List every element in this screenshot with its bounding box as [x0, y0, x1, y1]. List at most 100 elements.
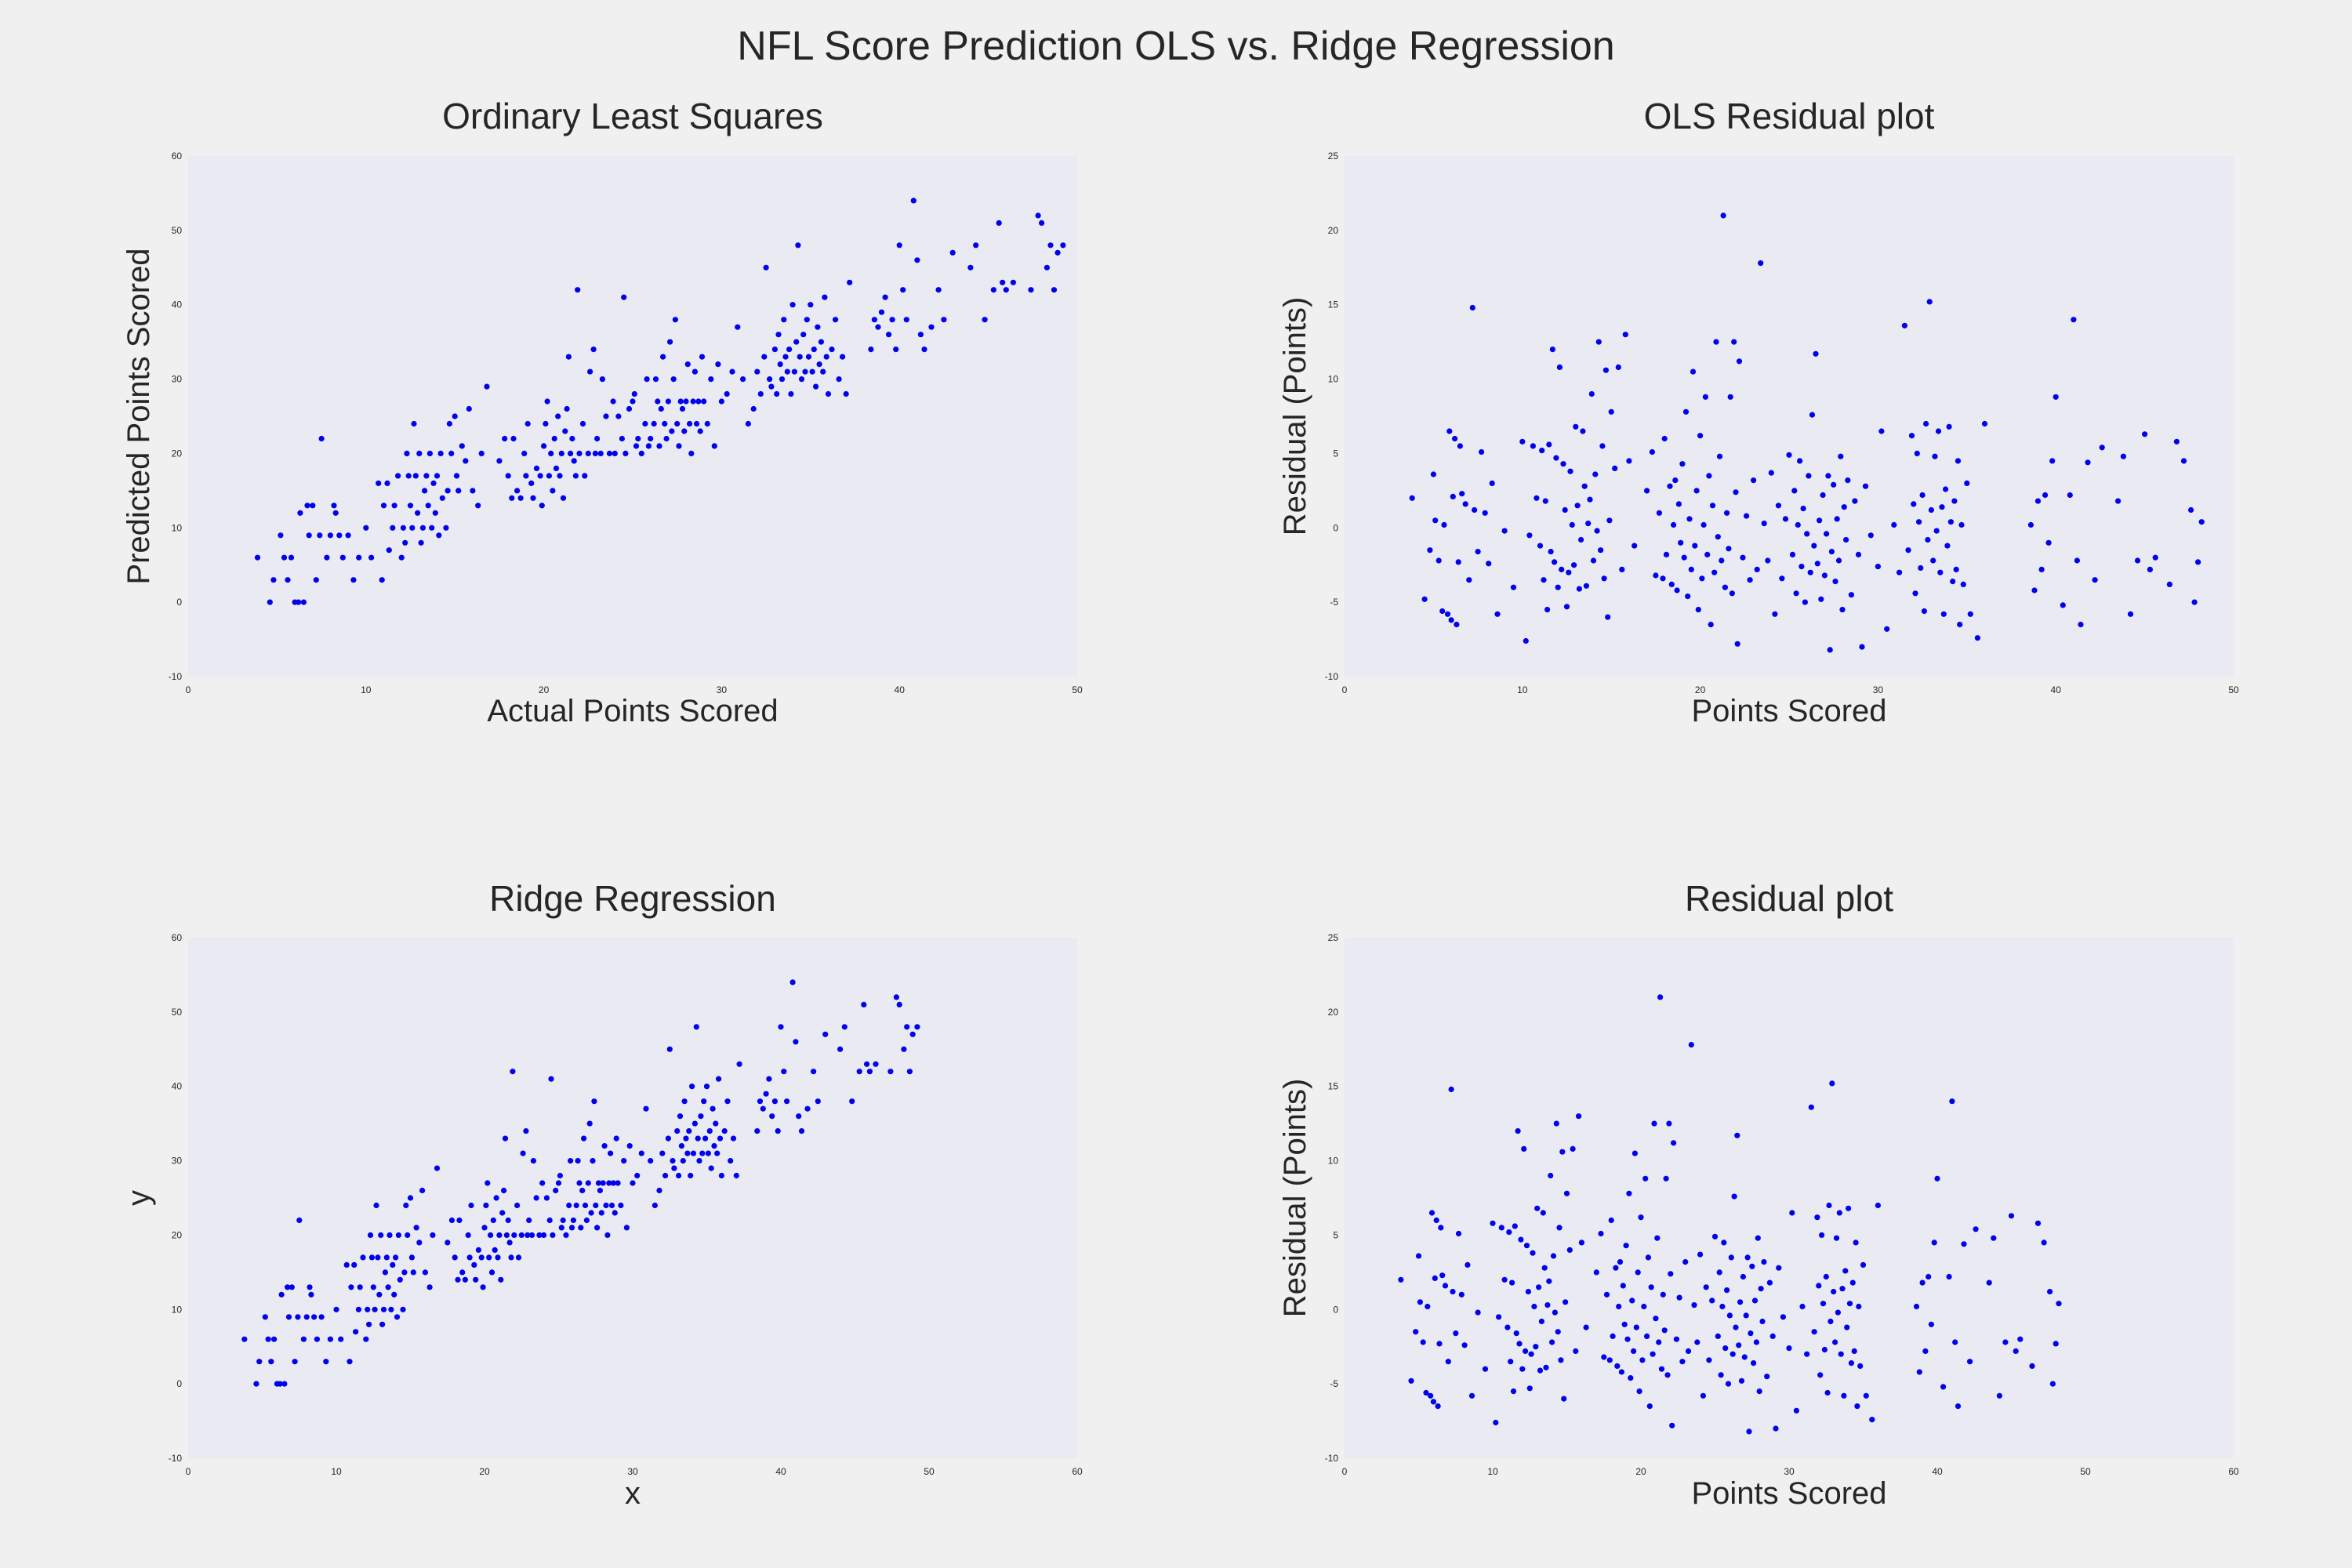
scatter-point [289, 1284, 295, 1290]
scatter-point [496, 458, 503, 464]
scatter-point [1678, 539, 1684, 546]
scatter-point [786, 347, 793, 353]
scatter-point [1726, 546, 1732, 552]
scatter-point [1759, 1318, 1766, 1325]
scatter-point [407, 503, 414, 509]
subplot-ridge-residual: Residual plot 0 10 20 30 40 50 60 -10 -5 0 5 10 15 2… [1278, 878, 2239, 1511]
y-tick-label: 5 [1333, 1229, 1338, 1240]
scatter-point [795, 242, 801, 249]
scatter-point [893, 994, 899, 1000]
scatter-point [1430, 1399, 1436, 1405]
scatter-point [699, 354, 706, 360]
scatter-point [1526, 532, 1533, 539]
scatter-point [380, 1306, 387, 1312]
scatter-point [1831, 1288, 1837, 1295]
scatter-point [499, 1210, 506, 1216]
x-axis-label: Actual Points Scored [487, 694, 778, 728]
scatter-point [1711, 569, 1718, 575]
scatter-point [1845, 477, 1851, 484]
scatter-point [1421, 596, 1428, 602]
y-tick-label: 20 [1328, 1007, 1339, 1018]
scatter-point [670, 1158, 676, 1164]
scatter-point [715, 361, 721, 368]
scatter-point [1851, 1348, 1857, 1354]
scatter-point [789, 979, 796, 985]
scatter-point [1836, 1210, 1842, 1216]
scatter-point [1908, 433, 1915, 439]
scatter-point [619, 435, 626, 442]
scatter-point [432, 510, 438, 516]
scatter-point [1950, 579, 1956, 585]
y-tick-label: 0 [176, 597, 182, 608]
scatter-point [1706, 1357, 1712, 1363]
scatter-point [691, 368, 699, 375]
scatter-point [1919, 492, 1926, 499]
scatter-point [696, 1158, 702, 1164]
scatter-point [1695, 607, 1701, 613]
scatter-point [2166, 581, 2172, 588]
scatter-point [1559, 566, 1565, 573]
scatter-point [1432, 1275, 1438, 1281]
x-tick-label: 10 [331, 1466, 342, 1477]
scatter-point [445, 1240, 451, 1246]
scatter-point [1816, 1283, 1822, 1289]
scatter-point [626, 405, 633, 412]
scatter-point [1686, 516, 1693, 522]
scatter-point [714, 1150, 720, 1156]
scatter-point [468, 1202, 474, 1209]
scatter-point [1711, 1233, 1719, 1240]
scatter-point [1776, 1265, 1782, 1271]
scatter-point [1780, 1314, 1786, 1320]
scatter-point [703, 1083, 710, 1090]
scatter-point [695, 1135, 701, 1142]
scatter-point [1567, 468, 1573, 474]
scatter-point [1746, 1428, 1752, 1435]
scatter-point [623, 1225, 630, 1231]
scatter-point [1960, 581, 1966, 588]
scatter-point [582, 473, 588, 479]
scatter-point [571, 458, 577, 464]
scatter-point [1964, 480, 1970, 487]
scatter-point [1786, 452, 1792, 458]
scatter-point [1060, 242, 1066, 249]
scatter-point [1679, 1359, 1686, 1365]
scatter-point [1663, 551, 1670, 558]
scatter-point [1827, 647, 1833, 653]
y-tick-label: 50 [172, 1007, 183, 1018]
scatter-point [1811, 1329, 1817, 1335]
scatter-point [1814, 1214, 1820, 1221]
scatter-point [1674, 587, 1680, 593]
scatter-point [1682, 1259, 1689, 1265]
scatter-point [598, 1210, 604, 1216]
scatter-point [1943, 486, 1949, 492]
scatter-points [1409, 212, 2205, 653]
scatter-point [1913, 1303, 1920, 1310]
scatter-point [1583, 1324, 1589, 1330]
scatter-point [2042, 492, 2049, 499]
scatter-point [1932, 453, 1938, 459]
scatter-point [635, 435, 641, 442]
scatter-point [363, 524, 369, 531]
scatter-point [1616, 1303, 1622, 1310]
scatter-point [716, 1076, 722, 1082]
scatter-point [1562, 506, 1568, 514]
scatter-point [569, 435, 575, 442]
scatter-point [796, 1113, 802, 1120]
scatter-point [311, 1314, 318, 1320]
scatter-point [690, 398, 696, 405]
scatter-point [384, 480, 390, 487]
scatter-point [2120, 453, 2126, 459]
scatter-point [1813, 350, 1819, 357]
scatter-point [717, 1135, 724, 1142]
scatter-point [996, 220, 1002, 226]
y-tick-labels: -10 -5 0 5 10 15 20 25 [1325, 932, 1339, 1464]
scatter-point [1518, 1236, 1524, 1243]
scatter-point [1432, 517, 1439, 524]
subplot-title: OLS Residual plot [1644, 96, 1935, 136]
scatter-point [1782, 516, 1789, 522]
scatter-point [1563, 1190, 1570, 1196]
scatter-point [1839, 607, 1846, 613]
scatter-point [1539, 448, 1545, 454]
scatter-point [1510, 1388, 1517, 1395]
scatter-point [601, 1143, 608, 1149]
